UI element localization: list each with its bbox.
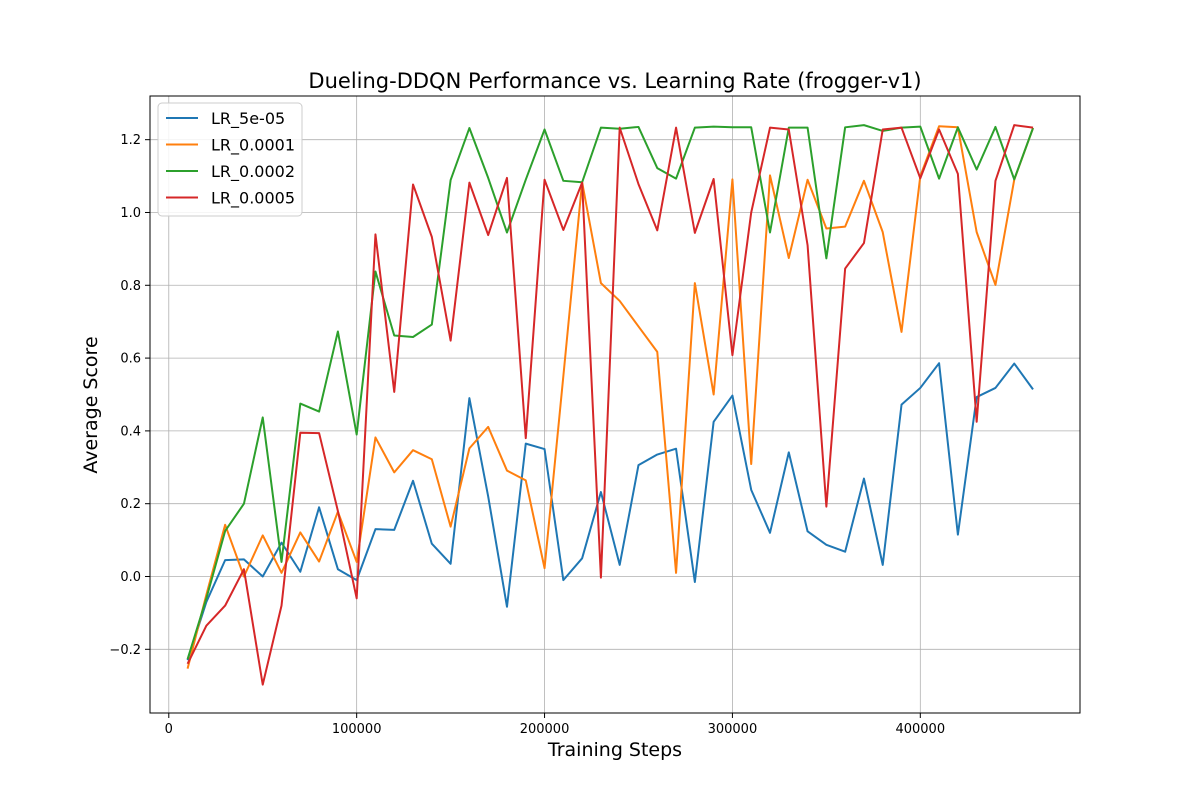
legend-box [157, 102, 303, 217]
series-line-LR_0.0005 [186, 124, 1034, 686]
plot-frame [149, 95, 1081, 714]
x-tick-label: 200000 [520, 722, 570, 737]
series-lines [186, 124, 1034, 686]
y-tick-label: 0.4 [120, 424, 141, 439]
x-tick-label: 300000 [708, 722, 758, 737]
legend-label-LR_5e-05: LR_5e-05 [211, 109, 285, 129]
legend: LR_5e-05 LR_0.0001 LR_0.0002 LR_0.0005 [157, 102, 303, 217]
y-tick-label: 1.2 [120, 133, 141, 148]
y-tick-label: −0.2 [109, 643, 141, 658]
legend-label-LR_0.0005: LR_0.0005 [211, 189, 295, 209]
axis-ticks: 0 100000 200000 300000 400000 −0.2 0.0 0.2 0.4 0.… [109, 133, 945, 737]
series-line-LR_0.0001 [186, 125, 1034, 669]
x-tick-label: 400000 [895, 722, 945, 737]
legend-label-LR_0.0001: LR_0.0001 [211, 136, 295, 156]
legend-label-LR_0.0002: LR_0.0002 [211, 162, 295, 182]
y-tick-label: 0.6 [120, 352, 141, 367]
x-tick-label: 100000 [332, 722, 382, 737]
y-axis-label: Average Score [80, 336, 102, 473]
y-tick-label: 1.0 [120, 206, 141, 221]
x-tick-label: 0 [165, 722, 173, 737]
chart-title: Dueling-DDQN Performance vs. Learning Ra… [308, 69, 921, 93]
y-tick-label: 0.2 [120, 497, 141, 512]
grid [150, 96, 1080, 713]
x-axis-label: Training Steps [547, 739, 682, 761]
y-tick-label: 0.0 [120, 570, 141, 585]
y-tick-label: 0.8 [120, 279, 141, 294]
